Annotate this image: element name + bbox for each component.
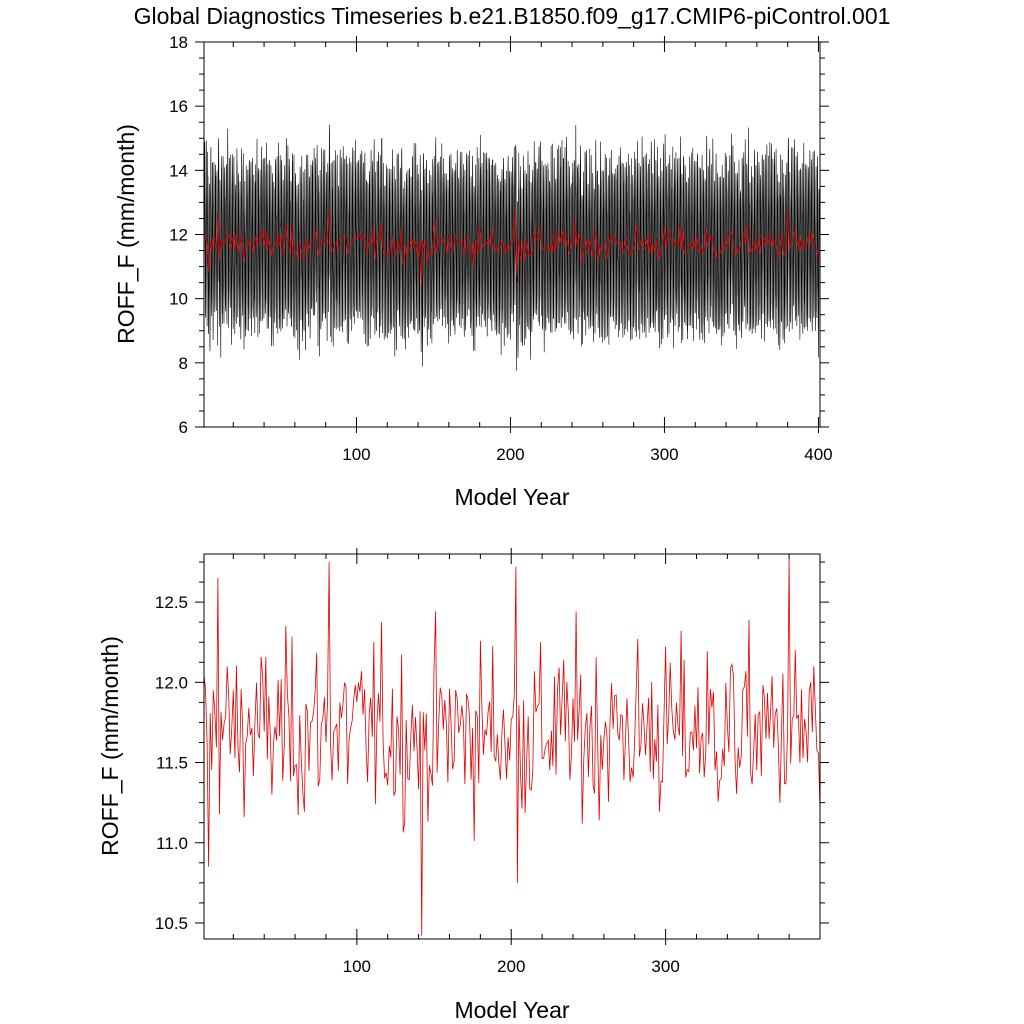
x-tick-label: 300 (651, 957, 679, 976)
x-tick-label: 100 (343, 957, 371, 976)
y-tick-label: 12.5 (155, 593, 188, 612)
series-annual-line (203, 209, 819, 286)
y-tick-label: 10.5 (155, 914, 188, 933)
y-axis-label: ROFF_F (mm/month) (113, 124, 139, 344)
y-tick-label: 12 (169, 226, 188, 245)
tick-layer: 100 200 300 10.5 11.0 11.5 12.0 12.5 (155, 548, 829, 976)
y-tick-label: 8 (179, 354, 188, 373)
y-tick-label: 14 (169, 161, 188, 180)
y-tick-label: 11.5 (156, 754, 188, 773)
y-tick-label: 10 (169, 290, 188, 309)
y-tick-label: 11.0 (156, 834, 188, 853)
y-tick-label: 12.0 (155, 673, 188, 692)
chart-title: Global Diagnostics Timeseries b.e21.B185… (134, 3, 891, 29)
y-tick-label: 18 (169, 33, 188, 52)
x-tick-label: 300 (650, 445, 678, 464)
x-axis-label: Model Year (454, 997, 569, 1023)
panel-annual: 100 200 300 10.5 11.0 11.5 12.0 12.5 Model Year… (97, 548, 829, 1023)
tick-layer: 100 200 300 400 6 8 10 12 14 16 18 (169, 33, 833, 464)
x-tick-label: 100 (342, 445, 370, 464)
x-tick-label: 200 (497, 957, 525, 976)
y-axis-label: ROFF_F (mm/month) (97, 636, 123, 856)
y-tick-label: 16 (169, 97, 188, 116)
x-axis-label: Model Year (454, 484, 569, 510)
y-tick-label: 6 (179, 418, 188, 437)
series-monthly-line (203, 124, 821, 371)
series-layer (203, 558, 821, 936)
x-tick-label: 200 (496, 445, 524, 464)
series-annual-line (203, 558, 821, 936)
plot-frame (203, 553, 821, 940)
plot-frame (203, 41, 821, 428)
x-tick-label: 400 (804, 445, 832, 464)
series-layer (203, 124, 821, 371)
panel-monthly-annual: 100 200 300 400 6 8 10 12 14 16 18 Model Year ROFF… (113, 33, 833, 510)
